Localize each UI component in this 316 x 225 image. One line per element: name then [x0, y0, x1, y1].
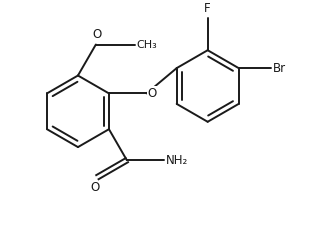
- Text: O: O: [92, 28, 101, 41]
- Text: O: O: [90, 181, 99, 194]
- Text: O: O: [148, 87, 157, 100]
- Text: F: F: [204, 2, 211, 15]
- Text: NH₂: NH₂: [166, 154, 189, 167]
- Text: CH₃: CH₃: [136, 40, 157, 50]
- Text: Br: Br: [273, 62, 286, 75]
